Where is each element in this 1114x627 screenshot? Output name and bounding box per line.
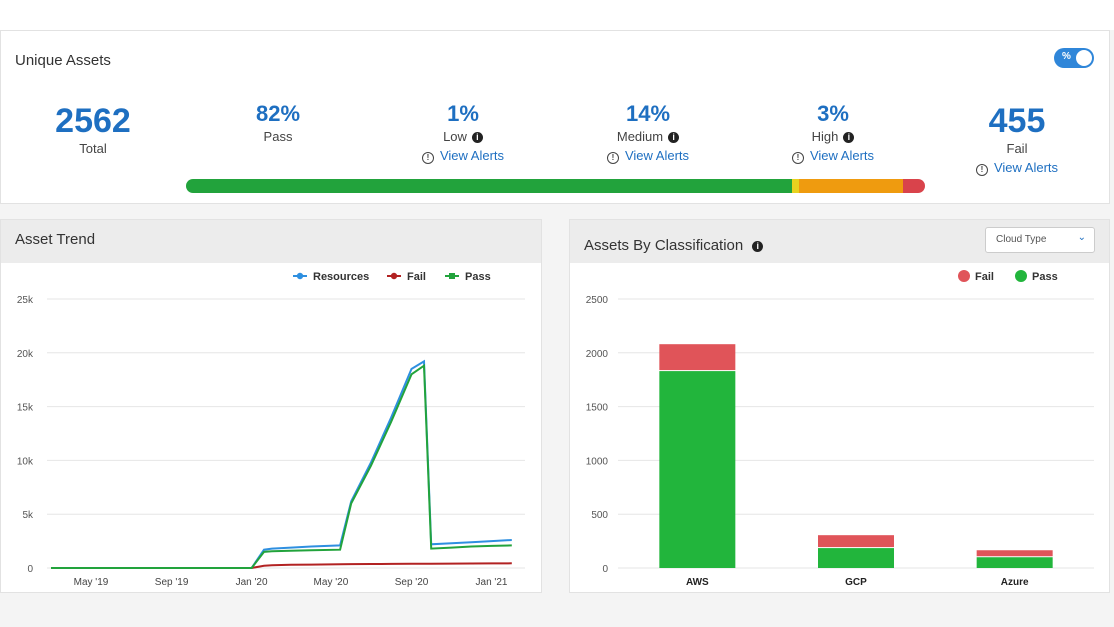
total-label: Total (79, 141, 107, 156)
legend-label: Fail (975, 271, 994, 283)
pass-label: Pass (263, 129, 293, 144)
y-tick-label: 0 (602, 564, 608, 575)
classification-chart: 0 500 1000 1500 2000 2500 AWS GCP Azure Fail Pass (586, 270, 1094, 588)
low-view-alerts-link[interactable]: View Alerts (439, 148, 505, 163)
legend-label: Pass (465, 271, 491, 283)
pass-stat: 82% Pass (198, 101, 358, 144)
alert-icon: ! (421, 152, 434, 164)
asset-trend-chart: 0 5k 10k 15k 20k 25k May '19 Sep '19 Jan '20 May … (17, 271, 525, 588)
y-tick-label: 5k (22, 510, 34, 521)
medium-stat: 14% Medium i ! View Alerts (568, 101, 728, 164)
unique-assets-title: Unique Assets (15, 52, 111, 69)
y-tick-label: 20k (17, 349, 34, 360)
y-tick-label: 25k (17, 295, 34, 306)
x-tick-label: Jan '21 (476, 577, 508, 588)
bar-pass-gcp (818, 548, 894, 568)
fail-view-alerts-link[interactable]: View Alerts (993, 160, 1059, 175)
unique-assets-card: Unique Assets % 2562 Total 82% Pass 1% L… (0, 30, 1110, 204)
low-value: 1% (447, 101, 479, 126)
bar-fail-azure (976, 550, 1053, 557)
info-icon[interactable]: i (843, 132, 855, 143)
progress-segment-low (791, 179, 800, 193)
legend-marker (296, 272, 304, 280)
info-icon[interactable]: i (752, 241, 764, 252)
high-view-alerts-link[interactable]: View Alerts (809, 148, 875, 163)
high-label: High (811, 129, 839, 144)
assets-by-classification-card: Assets By Classification i Cloud Type ⌄ 0… (569, 219, 1110, 593)
info-icon[interactable]: i (668, 132, 680, 143)
percent-toggle-label: % (1062, 51, 1071, 62)
series-line-resources (51, 359, 512, 569)
legend-marker (390, 272, 398, 280)
x-tick-label: Azure (1001, 577, 1029, 588)
y-tick-label: 0 (27, 564, 33, 575)
x-tick-label: AWS (686, 577, 709, 588)
y-tick-label: 10k (17, 456, 34, 467)
x-tick-label: May '20 (314, 577, 349, 588)
progress-segment-medium (799, 179, 903, 193)
medium-view-alerts-link[interactable]: View Alerts (624, 148, 690, 163)
x-tick-label: Sep '20 (395, 577, 429, 588)
y-tick-label: 1500 (586, 403, 609, 414)
alert-icon: ! (975, 164, 988, 176)
info-icon[interactable]: i (471, 132, 483, 143)
bar-fail-aws (659, 344, 736, 371)
progress-segment-pass (186, 179, 792, 193)
bar-pass-aws (659, 371, 736, 568)
legend-label: Resources (313, 271, 369, 283)
legend-marker (449, 273, 455, 279)
fail-stat: 455 Fail ! View Alerts (937, 103, 1097, 176)
fail-label: Fail (1006, 141, 1028, 156)
y-tick-label: 1000 (586, 456, 609, 467)
legend-marker (1015, 270, 1027, 282)
alert-icon: ! (606, 152, 619, 164)
cloud-type-dropdown-label: Cloud Type (996, 234, 1047, 245)
bar-pass-azure (976, 557, 1053, 568)
total-value: 2562 (55, 102, 131, 140)
x-tick-label: GCP (845, 577, 867, 588)
legend-label: Pass (1032, 271, 1058, 283)
y-tick-label: 500 (591, 510, 608, 521)
bar-fail-gcp (818, 535, 894, 548)
medium-label: Medium (616, 129, 664, 144)
medium-value: 14% (625, 101, 671, 126)
y-tick-label: 15k (17, 403, 34, 414)
cloud-type-dropdown[interactable]: Cloud Type ⌄ (985, 227, 1095, 253)
x-tick-label: Jan '20 (236, 577, 268, 588)
severity-progress-bar (186, 179, 925, 193)
alert-icon: ! (791, 152, 804, 164)
high-stat: 3% High i ! View Alerts (753, 101, 913, 164)
y-tick-label: 2500 (586, 295, 609, 306)
high-value: 3% (817, 101, 849, 126)
percent-toggle[interactable]: % (1054, 48, 1094, 68)
chevron-down-icon: ⌄ (1077, 232, 1086, 243)
legend-marker (958, 270, 970, 282)
pass-value: 82% (255, 101, 301, 126)
total-stat: 2562 Total (13, 103, 173, 156)
toggle-knob (1076, 50, 1092, 66)
y-tick-label: 2000 (586, 349, 609, 360)
x-tick-label: May '19 (74, 577, 109, 588)
classification-header: Assets By Classification i Cloud Type ⌄ (570, 220, 1109, 263)
top-strip (0, 0, 1114, 30)
asset-trend-title: Asset Trend (15, 231, 96, 248)
progress-segment-high (902, 179, 925, 193)
asset-trend-header: Asset Trend (1, 220, 541, 263)
classification-title: Assets By Classification (584, 237, 744, 254)
asset-trend-card: Asset Trend 0 5k 10k 15k 20k 25k May '19 Sep '1… (0, 219, 542, 593)
fail-value: 455 (988, 102, 1046, 140)
series-line-pass (51, 363, 512, 569)
low-stat: 1% Low i ! View Alerts (383, 101, 543, 164)
legend-label: Fail (407, 271, 426, 283)
x-tick-label: Sep '19 (155, 577, 189, 588)
low-label: Low (443, 129, 467, 144)
